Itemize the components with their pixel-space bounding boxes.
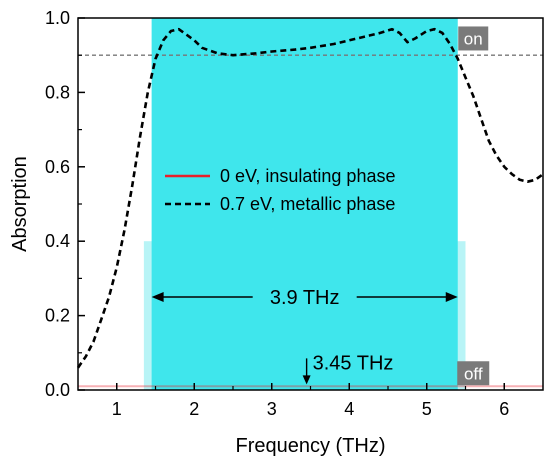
band-main	[151, 18, 458, 390]
bandwidth-arrowhead-left	[151, 292, 164, 302]
on-badge: on	[458, 26, 489, 51]
x-axis-title: Frequency (THz)	[235, 435, 385, 457]
off-badge-background	[457, 361, 490, 386]
bandwidth-arrowhead-right	[445, 292, 458, 302]
x-tick-label: 2	[189, 399, 199, 419]
shaded-bands	[143, 18, 466, 390]
legend: 0 eV, insulating phase 0.7 eV, metallic …	[165, 166, 395, 214]
series-line-metallic	[76, 27, 544, 369]
y-tick-label: 1.0	[45, 8, 70, 28]
y-tick-label: 0.0	[45, 380, 70, 400]
y-axis-title: Absorption	[9, 156, 31, 252]
bandwidth-label: 3.9 THz	[270, 287, 340, 309]
center-frequency-annotation: 3.45 THz	[302, 353, 394, 385]
off-badge-label: off	[464, 364, 483, 383]
x-tick-label: 5	[422, 399, 432, 419]
y-tick-label: 0.8	[45, 82, 70, 102]
x-tick-label: 6	[499, 399, 509, 419]
off-badge: off	[457, 361, 490, 386]
x-tick-label: 3	[267, 399, 277, 419]
legend-label-metallic: 0.7 eV, metallic phase	[220, 194, 395, 214]
on-badge-background	[458, 26, 489, 51]
center-frequency-arrowhead	[302, 375, 311, 385]
center-frequency-label: 3.45 THz	[313, 353, 394, 375]
on-badge-label: on	[464, 29, 483, 48]
y-tick-label: 0.6	[45, 157, 70, 177]
y-tick-label: 0.2	[45, 306, 70, 326]
bandwidth-annotation: 3.9 THz	[151, 287, 458, 309]
axis-ticks: 1 2 3 4 5 6 0.0 0.2 0.4 0.6 0.8 1.0	[45, 8, 509, 419]
y-tick-label: 0.4	[45, 231, 70, 251]
x-tick-label: 4	[344, 399, 354, 419]
legend-label-insulating: 0 eV, insulating phase	[220, 166, 395, 186]
x-tick-label: 1	[112, 399, 122, 419]
